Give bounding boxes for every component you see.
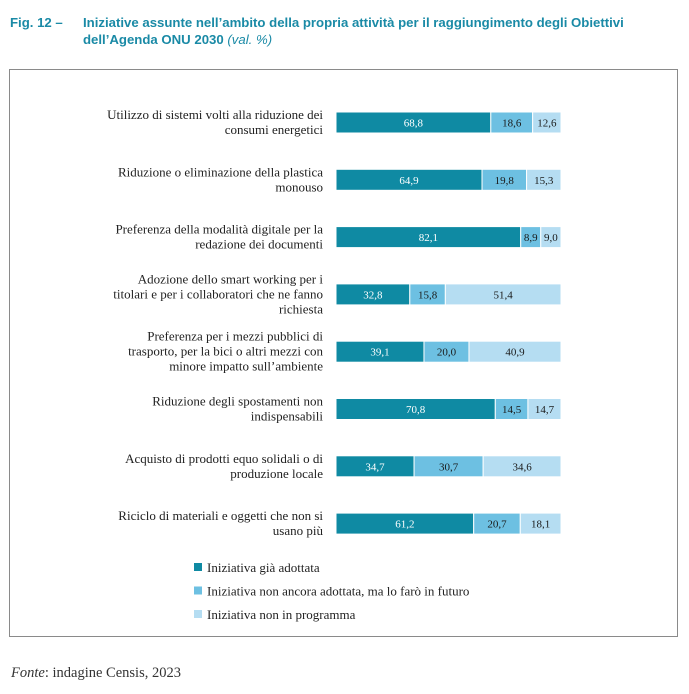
- data-label: 20,0: [437, 347, 457, 359]
- data-label: 30,7: [439, 461, 459, 473]
- category-label: Riduzione o eliminazione della plastica m…: [118, 164, 323, 194]
- category-label: Utilizzo di sistemi volti alla riduzione…: [107, 107, 323, 137]
- bar-segment: [526, 168, 562, 191]
- data-label: 39,1: [370, 347, 389, 359]
- data-label: 34,6: [512, 461, 532, 473]
- source-label: Fonte: [11, 665, 45, 681]
- bar-segment: [482, 455, 562, 478]
- bar-segment: [444, 283, 562, 306]
- data-label: 40,9: [505, 347, 525, 359]
- category-label: Riduzione degli spostamenti non indispens…: [152, 394, 323, 424]
- data-label: 82,1: [419, 232, 438, 244]
- bar-segment: [532, 111, 562, 134]
- data-label: 32,8: [363, 289, 383, 301]
- legend-swatch: [194, 586, 202, 595]
- figure-number: Fig. 12 –: [10, 15, 63, 30]
- figure-title-line2: dell’Agenda ONU 2030: [83, 32, 224, 47]
- chart-frame: Utilizzo di sistemi volti alla riduzione…: [9, 69, 678, 637]
- data-label: 61,2: [395, 519, 414, 531]
- legend-item: Iniziativa non ancora adottata, ma lo fa…: [207, 584, 469, 599]
- data-label: 70,8: [406, 404, 426, 416]
- data-label: 18,6: [502, 118, 522, 130]
- data-label: 15,8: [418, 289, 438, 301]
- category-label: Preferenza della modalità digitale per l…: [115, 222, 323, 252]
- data-label: 64,9: [399, 175, 419, 187]
- bar-segment: [468, 340, 562, 363]
- bar-segment: [540, 226, 562, 249]
- source-text: : indagine Censis, 2023: [44, 665, 181, 681]
- figure-title: Fig. 12 – Iniziative assunte nell’ambito …: [10, 14, 680, 48]
- category-label: Acquisto di prodotti equo solidali o di p…: [125, 451, 323, 481]
- category-label: Preferenza per i mezzi pubblici di traspo…: [128, 329, 323, 374]
- legend-swatch: [194, 610, 202, 618]
- category-label: Adozione dello smart working per i titola…: [113, 271, 323, 316]
- data-label: 51,4: [494, 289, 514, 301]
- data-label: 14,5: [502, 404, 522, 416]
- bar-segment: [519, 512, 562, 535]
- legend-item: Iniziativa non in programma: [207, 607, 356, 622]
- data-label: 15,3: [534, 175, 554, 187]
- data-label: 19,8: [495, 175, 515, 187]
- legend-item: Iniziativa già adottata: [207, 560, 320, 575]
- figure-unit: (val. %): [227, 32, 273, 47]
- data-label: 18,1: [531, 519, 550, 531]
- data-label: 9,0: [544, 232, 558, 244]
- data-label: 34,7: [365, 461, 385, 473]
- category-label: Riciclo di materiali e oggetti che non s…: [118, 508, 323, 538]
- bar-segment: [527, 398, 562, 420]
- legend-swatch: [194, 563, 202, 571]
- source-note: Fonte: indagine Censis, 2023: [11, 665, 181, 682]
- data-label: 68,8: [404, 118, 424, 130]
- data-label: 20,7: [487, 519, 507, 531]
- data-label: 14,7: [535, 404, 555, 416]
- figure-title-line1: Iniziative assunte nell’ambito della pro…: [83, 15, 624, 30]
- data-label: 12,6: [537, 118, 557, 130]
- data-label: 8,9: [524, 232, 538, 244]
- stacked-bar-chart: Utilizzo di sistemi volti alla riduzione…: [107, 107, 562, 622]
